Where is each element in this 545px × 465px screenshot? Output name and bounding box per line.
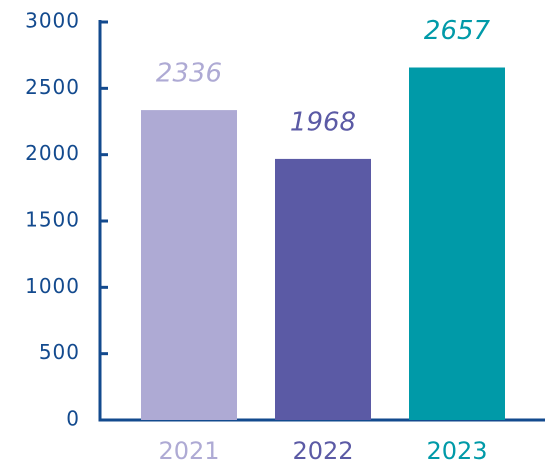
value-label: 2657	[424, 16, 491, 46]
value-label: 2336	[156, 59, 222, 89]
y-tick-label: 1000	[25, 274, 80, 298]
x-tick-label: 2022	[292, 437, 353, 465]
y-tick-label: 500	[39, 340, 80, 364]
bar	[141, 110, 237, 420]
value-label: 1968	[290, 107, 356, 137]
bar	[409, 67, 505, 420]
bar	[275, 158, 371, 421]
x-tick-label: 2023	[426, 437, 487, 465]
y-tick-label: 3000	[25, 9, 80, 33]
y-tick-label: 2500	[25, 75, 80, 99]
y-tick-label: 0	[66, 407, 80, 431]
y-tick-label: 1500	[25, 208, 80, 232]
y-tick-label: 2000	[25, 141, 80, 165]
x-tick-label: 2021	[158, 437, 219, 465]
